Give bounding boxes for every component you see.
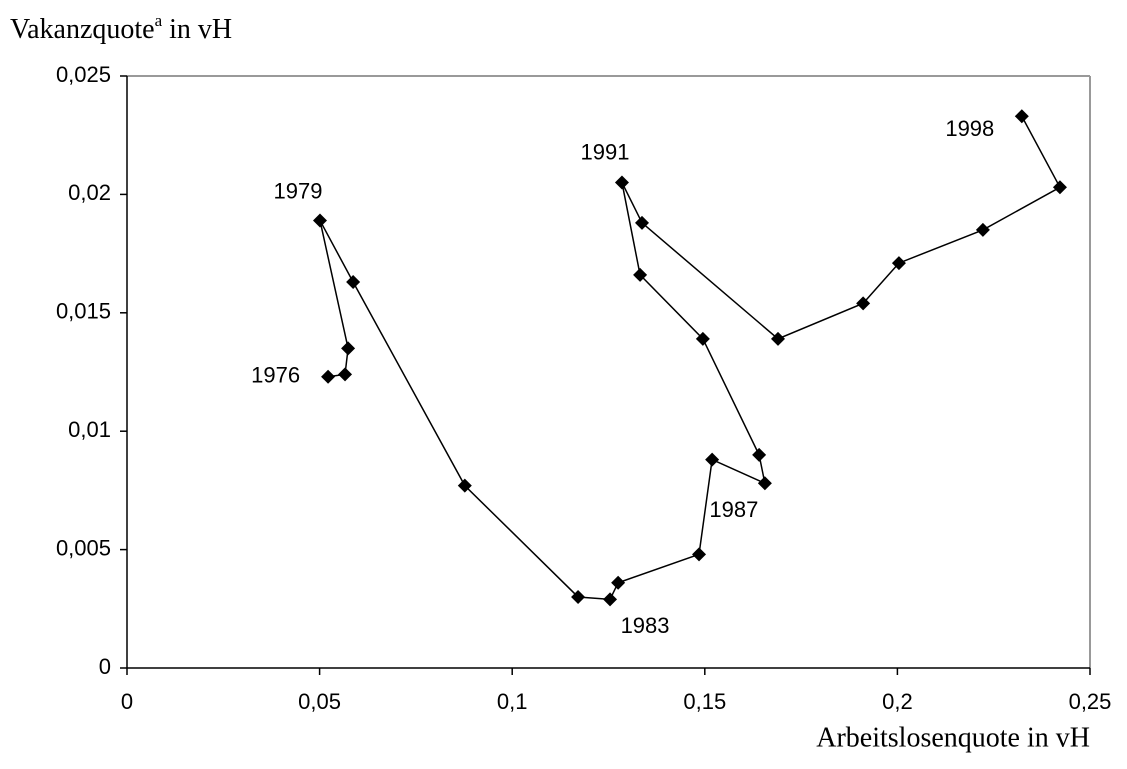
point	[757, 476, 772, 491]
y-axis-title-suffix: in vH	[169, 14, 232, 45]
point	[856, 296, 871, 311]
x-tick-label: 0,25	[1069, 689, 1112, 714]
point	[692, 547, 707, 562]
point	[752, 447, 767, 462]
x-tick-label: 0,2	[882, 689, 913, 714]
point	[312, 213, 327, 228]
point	[338, 367, 353, 382]
point	[633, 267, 648, 282]
point	[341, 341, 356, 356]
point	[603, 592, 618, 607]
connecting-line	[319, 115, 1061, 601]
point	[614, 175, 629, 190]
y-tick-label: 0,02	[68, 180, 111, 205]
y-axis-title: Vakanzquotea in vH	[10, 11, 232, 46]
point	[457, 478, 472, 493]
point	[1014, 109, 1029, 124]
point	[695, 331, 710, 346]
point-label: 1983	[621, 613, 670, 638]
point	[611, 575, 626, 590]
y-tick-label: 0,025	[56, 62, 111, 87]
x-tick-label: 0,15	[683, 689, 726, 714]
point	[770, 331, 785, 346]
point-label: 1976	[251, 363, 300, 388]
point	[705, 452, 720, 467]
point	[571, 589, 586, 604]
x-tick-label: 0,05	[298, 689, 341, 714]
y-axis-title-sup: a	[155, 11, 163, 30]
point	[346, 275, 361, 290]
y-tick-label: 0,005	[56, 535, 111, 560]
point	[975, 222, 990, 237]
x-tick-label: 0	[121, 689, 133, 714]
point-label: 1991	[581, 139, 630, 164]
point	[635, 215, 650, 230]
point-label: 1998	[945, 116, 994, 141]
x-axis-title: Arbeitslosenquote in vH	[816, 722, 1090, 753]
point-label: 1979	[274, 178, 323, 203]
point	[321, 369, 336, 384]
y-tick-label: 0	[99, 654, 111, 679]
y-tick-label: 0,015	[56, 299, 111, 324]
point	[1052, 180, 1067, 195]
point	[891, 256, 906, 271]
point-label: 1987	[709, 497, 758, 522]
y-axis-title-text: Vakanzquote	[10, 14, 155, 45]
x-tick-label: 0,1	[497, 689, 528, 714]
y-tick-label: 0,01	[68, 417, 111, 442]
